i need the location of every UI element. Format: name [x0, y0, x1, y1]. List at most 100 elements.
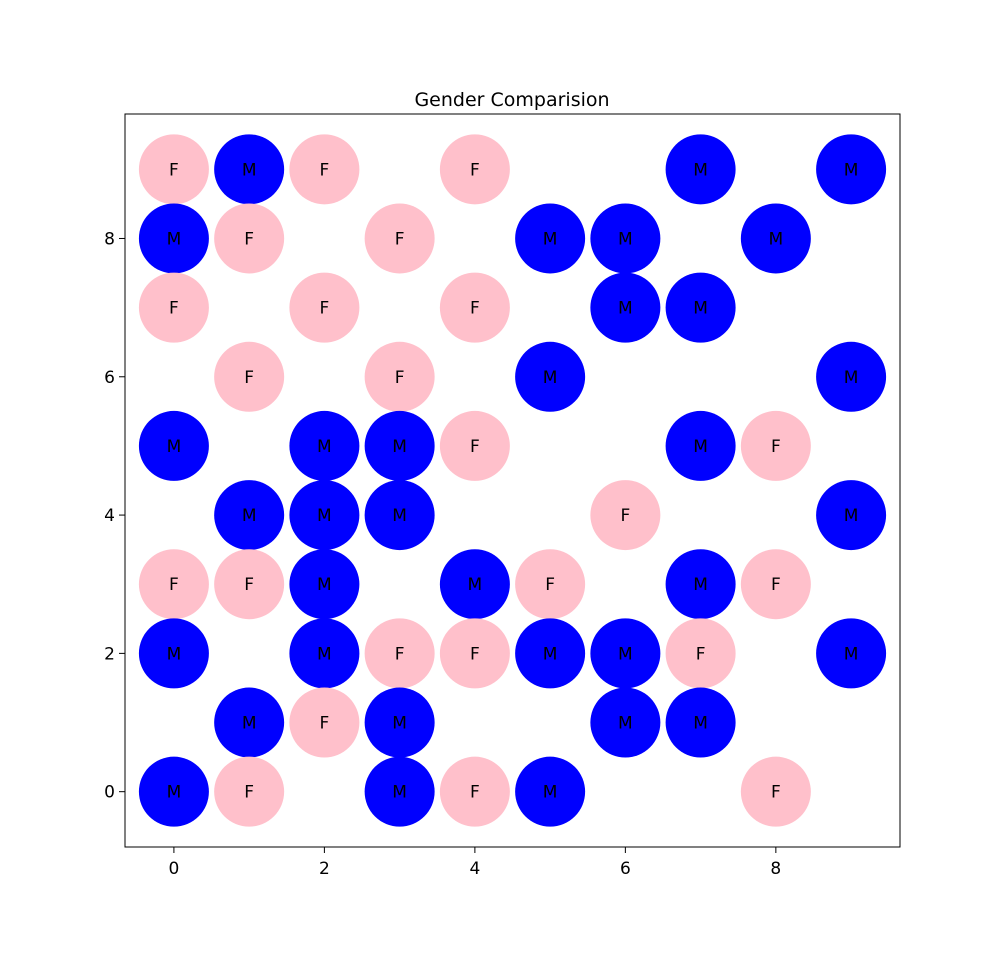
data-point-male	[665, 549, 736, 620]
data-point-label: M	[618, 299, 633, 319]
data-point-female	[364, 341, 435, 412]
data-point-male	[138, 618, 209, 689]
y-tick-label: 4	[104, 506, 115, 526]
data-point-male	[289, 618, 360, 689]
data-point-label: F	[320, 299, 330, 319]
data-point-label: M	[618, 714, 633, 734]
data-point-label: F	[395, 368, 405, 388]
data-point-male	[138, 756, 209, 827]
data-point-label: F	[244, 229, 254, 249]
data-point-female	[439, 618, 510, 689]
data-point-male	[816, 618, 887, 689]
data-point-male	[289, 410, 360, 481]
data-point-label: M	[167, 437, 182, 457]
data-point-label: M	[693, 437, 708, 457]
data-point-label: M	[693, 714, 708, 734]
data-point-female	[665, 618, 736, 689]
data-point-label: F	[771, 437, 781, 457]
data-point-female	[289, 272, 360, 343]
plot-area: F M F F M M M F F M M M F F F M M F F M M M M M F M F M M M F M F F M M F M F M…	[138, 134, 887, 827]
data-point-label: M	[167, 644, 182, 664]
data-point-male	[364, 410, 435, 481]
data-point-label: F	[771, 783, 781, 803]
data-point-label: F	[244, 783, 254, 803]
data-point-label: F	[244, 575, 254, 595]
y-tick-label: 0	[104, 783, 115, 803]
data-point-label: M	[769, 229, 784, 249]
data-point-male	[364, 480, 435, 551]
data-point-female	[590, 480, 661, 551]
data-point-female	[138, 549, 209, 620]
data-point-label: F	[470, 160, 480, 180]
data-point-male	[590, 272, 661, 343]
data-point-label: M	[392, 437, 407, 457]
x-tick-label: 6	[620, 859, 631, 879]
data-point-male	[214, 134, 285, 205]
data-point-label: M	[242, 160, 257, 180]
data-point-label: F	[169, 299, 179, 319]
data-point-label: F	[545, 575, 555, 595]
data-point-male	[740, 203, 811, 274]
data-point-male	[515, 756, 586, 827]
data-point-male	[665, 410, 736, 481]
x-tick-label: 4	[469, 859, 480, 879]
data-point-female	[740, 410, 811, 481]
data-point-female	[289, 687, 360, 758]
data-point-female	[214, 549, 285, 620]
data-point-female	[289, 134, 360, 205]
data-point-label: M	[693, 575, 708, 595]
data-point-label: F	[395, 229, 405, 249]
data-point-label: F	[169, 160, 179, 180]
x-tick-label: 2	[319, 859, 330, 879]
data-point-female	[740, 549, 811, 620]
data-point-label: F	[320, 160, 330, 180]
data-point-female	[439, 134, 510, 205]
data-point-label: F	[696, 644, 706, 664]
data-point-label: M	[618, 229, 633, 249]
data-point-male	[816, 341, 887, 412]
data-point-female	[364, 618, 435, 689]
data-point-label: M	[167, 783, 182, 803]
data-point-male	[364, 756, 435, 827]
data-point-label: M	[317, 575, 332, 595]
data-point-male	[289, 549, 360, 620]
data-point-female	[214, 756, 285, 827]
data-point-female	[740, 756, 811, 827]
data-point-female	[138, 272, 209, 343]
data-point-label: F	[395, 644, 405, 664]
data-point-male	[665, 134, 736, 205]
x-tick-label: 8	[770, 859, 781, 879]
data-point-label: F	[620, 506, 630, 526]
data-point-label: M	[618, 644, 633, 664]
data-point-label: F	[244, 368, 254, 388]
data-point-label: M	[844, 644, 859, 664]
data-point-male	[138, 410, 209, 481]
data-point-label: M	[392, 506, 407, 526]
data-point-male	[590, 687, 661, 758]
data-point-male	[515, 618, 586, 689]
data-point-label: M	[468, 575, 483, 595]
data-point-label: M	[167, 229, 182, 249]
data-point-label: F	[169, 575, 179, 595]
data-point-male	[439, 549, 510, 620]
data-point-label: M	[242, 714, 257, 734]
data-point-male	[515, 341, 586, 412]
y-tick-label: 8	[104, 229, 115, 249]
y-axis-ticks: 0 2 4 6 8	[104, 229, 125, 803]
data-point-label: M	[392, 714, 407, 734]
data-point-label: M	[543, 644, 558, 664]
data-point-label: M	[844, 160, 859, 180]
y-tick-label: 6	[104, 368, 115, 388]
data-point-label: M	[317, 506, 332, 526]
data-point-female	[439, 756, 510, 827]
data-point-label: M	[317, 437, 332, 457]
data-point-male	[214, 687, 285, 758]
data-point-label: M	[543, 368, 558, 388]
data-point-label: M	[543, 783, 558, 803]
data-point-female	[214, 341, 285, 412]
data-point-female	[439, 272, 510, 343]
data-point-female	[439, 410, 510, 481]
data-point-label: F	[470, 783, 480, 803]
